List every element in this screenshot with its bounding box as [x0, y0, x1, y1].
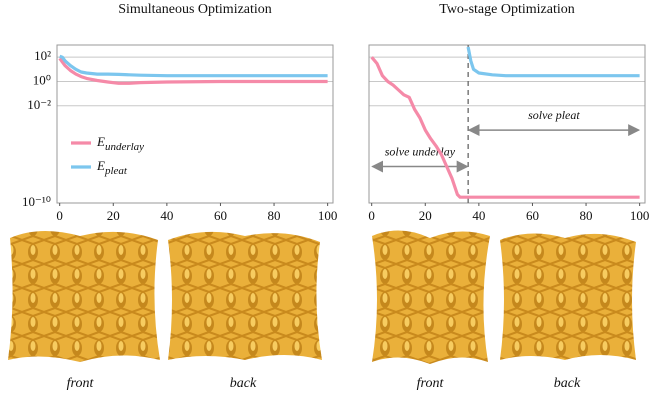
renders: [8, 230, 636, 364]
x-tick-label: 80: [580, 208, 593, 223]
series-line: [370, 56, 640, 199]
y-tick-label: 10⁻²: [27, 97, 51, 112]
legend-subscript: underlay: [105, 141, 144, 153]
render-caption: back: [230, 376, 257, 391]
x-tick-label: 0: [56, 208, 63, 223]
legend-label: Eunderlay: [96, 134, 144, 153]
x-tick-label: 100: [630, 208, 650, 223]
plot-frame: [56, 44, 334, 204]
x-tick-label: 100: [318, 208, 338, 223]
y-tick-label: 10⁻¹⁰: [22, 194, 51, 209]
legend-subscript: pleat: [104, 165, 128, 177]
render-image: [372, 230, 490, 364]
x-tick-label: 40: [160, 208, 173, 223]
x-tick-label: 40: [472, 208, 485, 223]
series-line: [466, 46, 640, 78]
x-tick-label: 60: [526, 208, 539, 223]
y-tick-label: 10⁰: [33, 72, 51, 87]
render-caption: front: [67, 376, 95, 391]
plot-frame: [368, 44, 646, 204]
render-caption: front: [417, 376, 445, 391]
x-tick-label: 60: [214, 208, 227, 223]
x-tick-label: 0: [368, 208, 375, 223]
render-caption: back: [554, 376, 581, 391]
series-line: [59, 54, 328, 78]
y-tick-label: 10²: [34, 48, 51, 63]
annotation-bg: [507, 108, 600, 123]
x-tick-label: 20: [107, 208, 120, 223]
annotation: solve pleat: [528, 108, 580, 122]
render-image: [500, 233, 636, 360]
x-tick-label: 20: [419, 208, 432, 223]
render-image: [8, 230, 160, 362]
series-line: [58, 57, 328, 85]
chart-title: Two-stage Optimization: [439, 2, 575, 17]
legend-symbol: E: [96, 158, 105, 173]
legend-label: Epleat: [96, 158, 128, 177]
render-image: [168, 231, 322, 360]
chart-title: Simultaneous Optimization: [118, 2, 272, 17]
legend-symbol: E: [96, 134, 105, 149]
x-tick-label: 80: [268, 208, 281, 223]
annotation: solve underlay: [385, 144, 456, 158]
